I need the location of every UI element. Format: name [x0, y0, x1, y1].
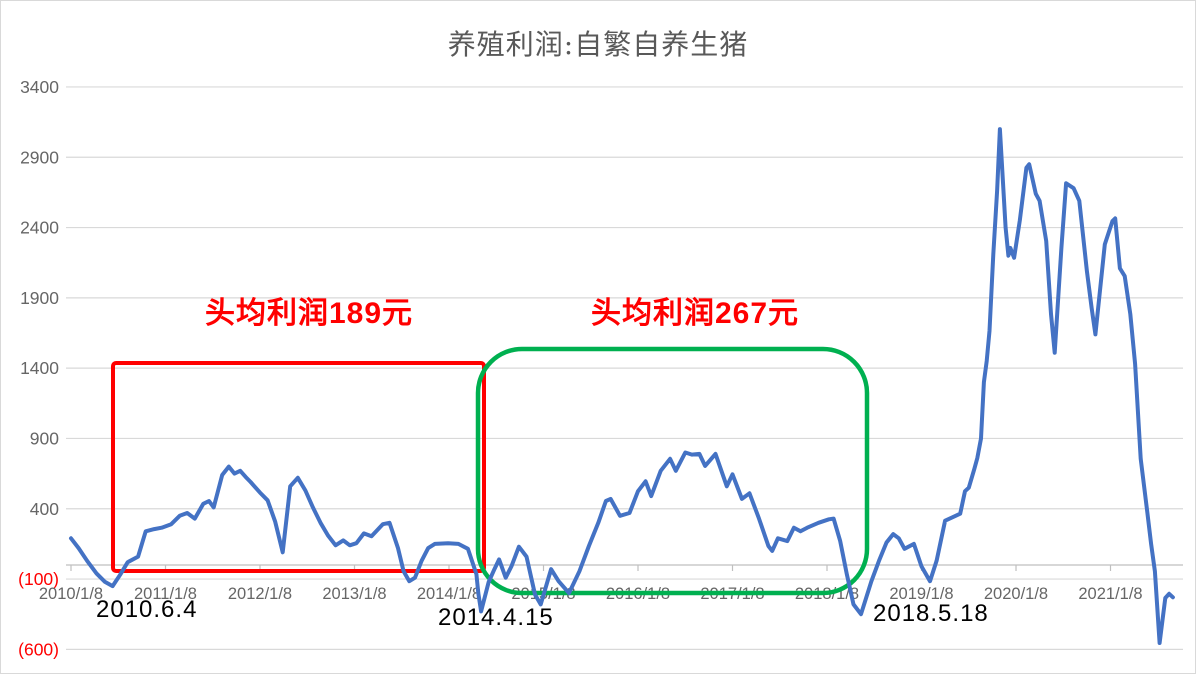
y-tick-label-(100): (100)	[18, 569, 59, 589]
period-1-highlight-box	[111, 361, 486, 573]
x-tick-label-2014: 2014/1/8	[417, 585, 481, 603]
y-tick-label-2900: 2900	[20, 147, 59, 167]
x-tick-label-2021: 2021/1/8	[1078, 585, 1142, 603]
annotation-date-2014-low: 2014.4.15	[438, 604, 554, 631]
profit-series-line	[69, 127, 1175, 645]
x-tick-label-2011: 2011/1/8	[134, 585, 197, 603]
y-tick-label-400: 400	[30, 499, 59, 519]
x-tick-label-2010: 2010/1/8	[39, 585, 103, 603]
y-tick-label-1900: 1900	[20, 288, 59, 308]
annotation-date-2018-low: 2018.5.18	[873, 600, 989, 627]
period-2-highlight-box	[475, 346, 870, 596]
y-tick-label-(600): (600)	[18, 639, 59, 659]
annotation-avg-profit-period2: 头均利润267元	[591, 297, 800, 330]
chart-title: 养殖利润:自繁自养生猪	[447, 28, 749, 61]
y-tick-label-3400: 3400	[20, 77, 59, 97]
y-tick-label-1400: 1400	[20, 358, 59, 378]
x-tick-label-2019: 2019/1/8	[889, 585, 953, 603]
annotation-avg-profit-period1: 头均利润189元	[205, 297, 414, 330]
x-tick-label-2020: 2020/1/8	[984, 585, 1048, 603]
annotation-date-2010-low: 2010.6.4	[96, 596, 198, 623]
x-tick-label-2012: 2012/1/8	[228, 585, 292, 603]
x-tick-label-2013: 2013/1/8	[322, 585, 386, 603]
y-tick-label-2400: 2400	[20, 218, 59, 238]
y-tick-label-900: 900	[30, 428, 59, 448]
